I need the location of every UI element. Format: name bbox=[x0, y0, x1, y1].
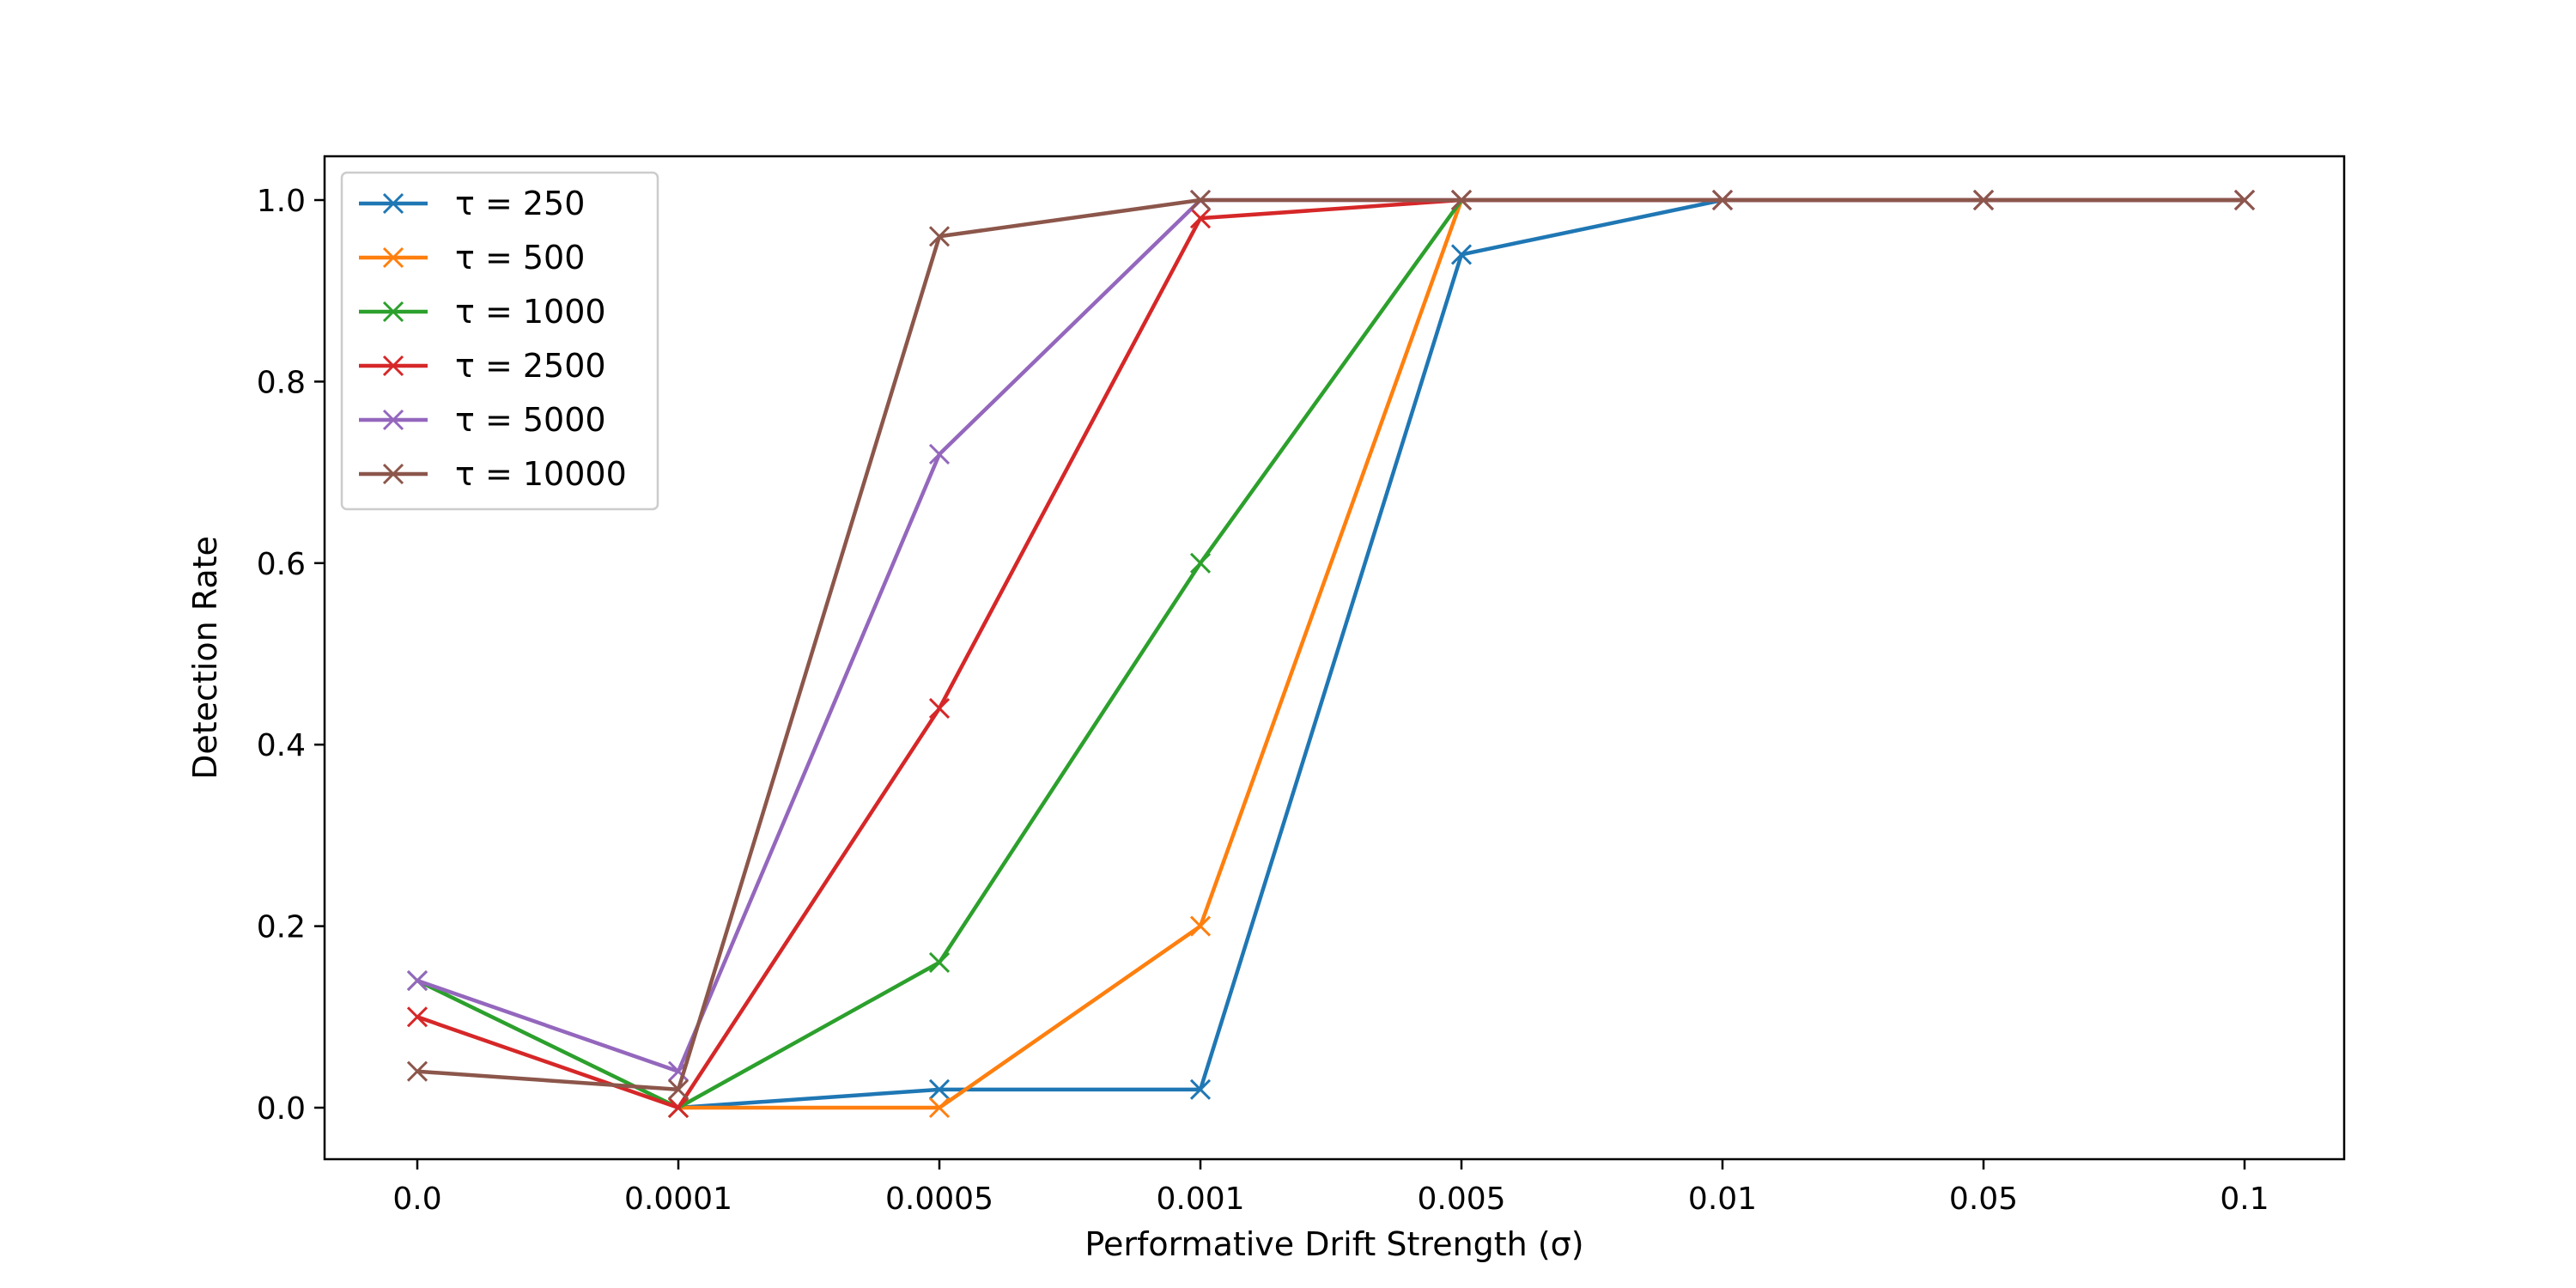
legend-label: τ = 500 bbox=[455, 239, 585, 276]
y-axis: 0.0 0.2 0.4 0.6 0.8 1.0 bbox=[257, 184, 325, 1127]
legend-item: τ = 2500 bbox=[359, 347, 606, 385]
data-point-marker bbox=[667, 1078, 690, 1100]
data-point-marker bbox=[1189, 189, 1212, 211]
data-point-marker bbox=[406, 1060, 428, 1082]
legend-label: τ = 10000 bbox=[455, 455, 627, 493]
plot-frame bbox=[323, 155, 2346, 1161]
legend-item: τ = 500 bbox=[359, 239, 585, 276]
legend-label: τ = 5000 bbox=[455, 401, 606, 439]
data-point-marker bbox=[1189, 552, 1212, 574]
legend-label: τ = 250 bbox=[455, 185, 585, 222]
data-point-marker bbox=[1189, 208, 1212, 229]
x-tick-label: 0.0 bbox=[392, 1182, 441, 1217]
y-tick-label: 0.0 bbox=[257, 1091, 306, 1127]
legend-marker bbox=[382, 301, 404, 323]
y-tick-label: 0.8 bbox=[257, 365, 306, 400]
x-tick-label: 0.1 bbox=[2220, 1182, 2269, 1217]
legend-item: τ = 10000 bbox=[359, 455, 627, 493]
y-tick-label: 0.4 bbox=[257, 728, 306, 763]
y-axis-title: Detection Rate bbox=[186, 536, 224, 780]
legend-marker bbox=[382, 355, 404, 377]
y-tick-label: 1.0 bbox=[257, 184, 306, 219]
legend-item: τ = 1000 bbox=[359, 293, 606, 331]
data-point-marker bbox=[1972, 189, 1995, 211]
data-point-marker bbox=[1189, 915, 1212, 937]
data-point-marker bbox=[1450, 189, 1473, 211]
y-tick-label: 0.6 bbox=[257, 547, 306, 582]
legend-item: τ = 250 bbox=[359, 185, 585, 222]
series-5 bbox=[406, 189, 2256, 1100]
legend-marker bbox=[382, 463, 404, 485]
data-point-marker bbox=[928, 443, 951, 465]
data-point-marker bbox=[1450, 244, 1473, 265]
x-tick-label: 0.0005 bbox=[885, 1182, 993, 1217]
series-line bbox=[416, 197, 2245, 1092]
legend-item: τ = 5000 bbox=[359, 401, 606, 439]
data-point-marker bbox=[667, 1097, 690, 1119]
legend-marker bbox=[382, 409, 404, 431]
data-point-marker bbox=[928, 1097, 951, 1119]
x-tick-label: 0.01 bbox=[1688, 1182, 1757, 1217]
x-tick-label: 0.0001 bbox=[624, 1182, 732, 1217]
data-point-marker bbox=[928, 226, 951, 247]
legend-marker bbox=[382, 192, 404, 215]
x-tick-label: 0.001 bbox=[1156, 1182, 1244, 1217]
legend-label: τ = 2500 bbox=[455, 347, 606, 385]
data-point-marker bbox=[406, 1006, 428, 1028]
data-point-marker bbox=[928, 1078, 951, 1100]
data-point-marker bbox=[406, 969, 428, 992]
x-axis: 0.0 0.0001 0.0005 0.001 0.005 0.01 0.05 0.1 bbox=[392, 1159, 2269, 1217]
x-tick-label: 0.005 bbox=[1417, 1182, 1505, 1217]
data-point-marker bbox=[1189, 1078, 1212, 1100]
legend-label: τ = 1000 bbox=[455, 293, 606, 331]
y-tick-label: 0.2 bbox=[257, 910, 306, 945]
data-point-marker bbox=[2233, 189, 2256, 211]
data-point-marker bbox=[1711, 189, 1734, 211]
x-axis-title: Performative Drift Strength (σ) bbox=[1084, 1225, 1583, 1263]
data-point-marker bbox=[928, 697, 951, 719]
plot-series-group bbox=[406, 189, 2256, 1119]
legend-marker bbox=[382, 246, 404, 269]
x-tick-label: 0.05 bbox=[1949, 1182, 2018, 1217]
legend: τ = 250 τ = 500 τ = 1000 τ = 2500 τ = 5000 τ … bbox=[340, 171, 659, 511]
data-point-marker bbox=[928, 951, 951, 973]
